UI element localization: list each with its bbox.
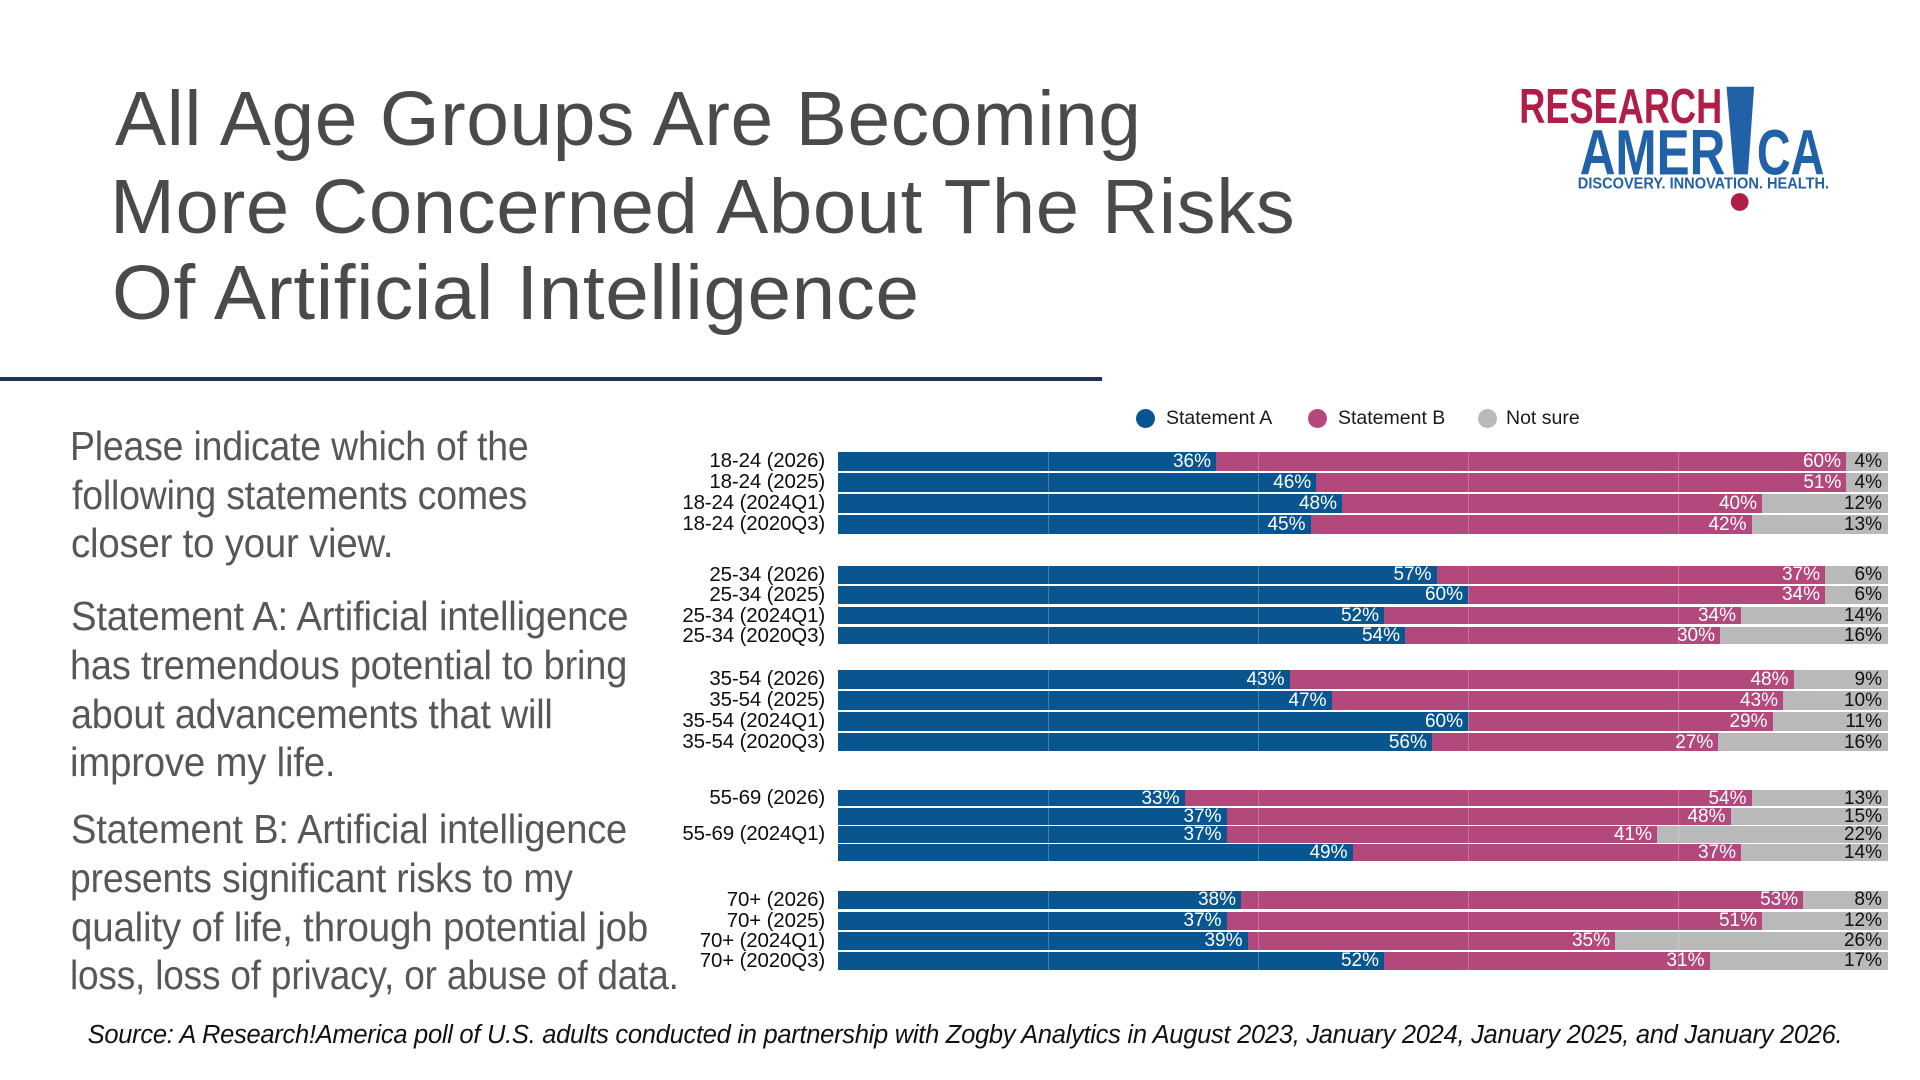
svg-text:CA: CA — [1757, 116, 1825, 188]
svg-text:AMER: AMER — [1580, 116, 1726, 188]
svg-text:RESEARCH: RESEARCH — [1519, 79, 1722, 134]
svg-text:DISCOVERY. INNOVATION. HEALTH.: DISCOVERY. INNOVATION. HEALTH. — [1578, 175, 1829, 192]
